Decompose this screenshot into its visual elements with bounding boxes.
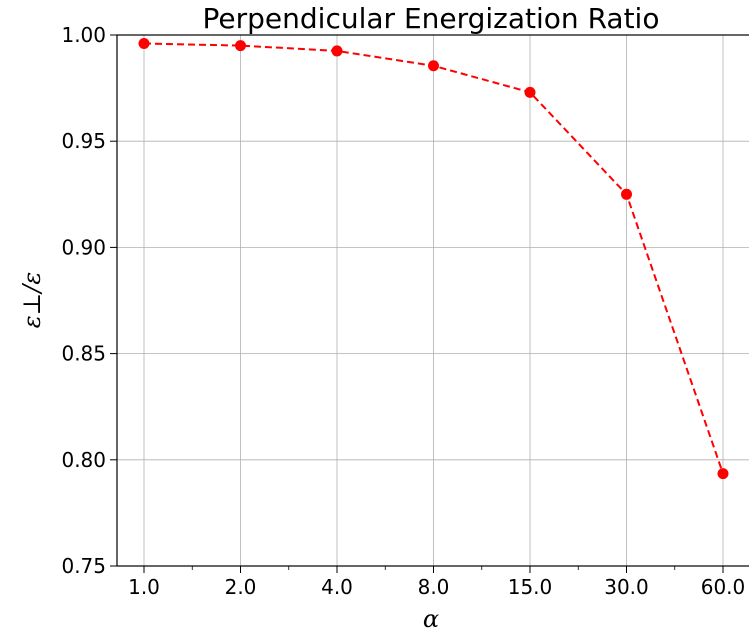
x-tick-labels: 1.0 2.0 4.0 8.0 15.0 30.0 60.0 [128, 575, 745, 599]
y-tick-label: 0.85 [61, 342, 106, 366]
y-tick-label: 1.00 [61, 23, 106, 47]
data-point [235, 40, 246, 52]
x-tick-label: 8.0 [418, 575, 450, 599]
plot-area [116, 34, 749, 567]
x-tick-label: 1.0 [128, 575, 160, 599]
x-tick-label: 4.0 [321, 575, 353, 599]
axis-ticks [110, 34, 724, 573]
data-points [138, 37, 729, 480]
x-tick-label: 15.0 [508, 575, 553, 599]
x-axis-label: α [423, 605, 439, 633]
y-tick-label: 0.90 [61, 235, 106, 259]
data-point [717, 468, 729, 480]
chart-title: Perpendicular Energization Ratio [203, 2, 660, 35]
data-point [331, 45, 343, 57]
data-point [621, 188, 632, 200]
data-point [428, 60, 439, 72]
y-tick-label: 0.95 [61, 129, 106, 153]
x-tick-label: 30.0 [604, 575, 649, 599]
y-axis-label: ε⊥/ε [18, 272, 46, 328]
data-point [138, 37, 150, 49]
x-tick-label: 60.0 [701, 575, 746, 599]
y-tick-labels: 0.75 0.80 0.85 0.90 0.95 1.00 [61, 23, 106, 578]
y-tick-label: 0.80 [61, 448, 106, 472]
grid [117, 34, 749, 567]
y-tick-label: 0.75 [61, 554, 106, 578]
data-point [524, 86, 536, 98]
x-tick-label: 2.0 [225, 575, 257, 599]
